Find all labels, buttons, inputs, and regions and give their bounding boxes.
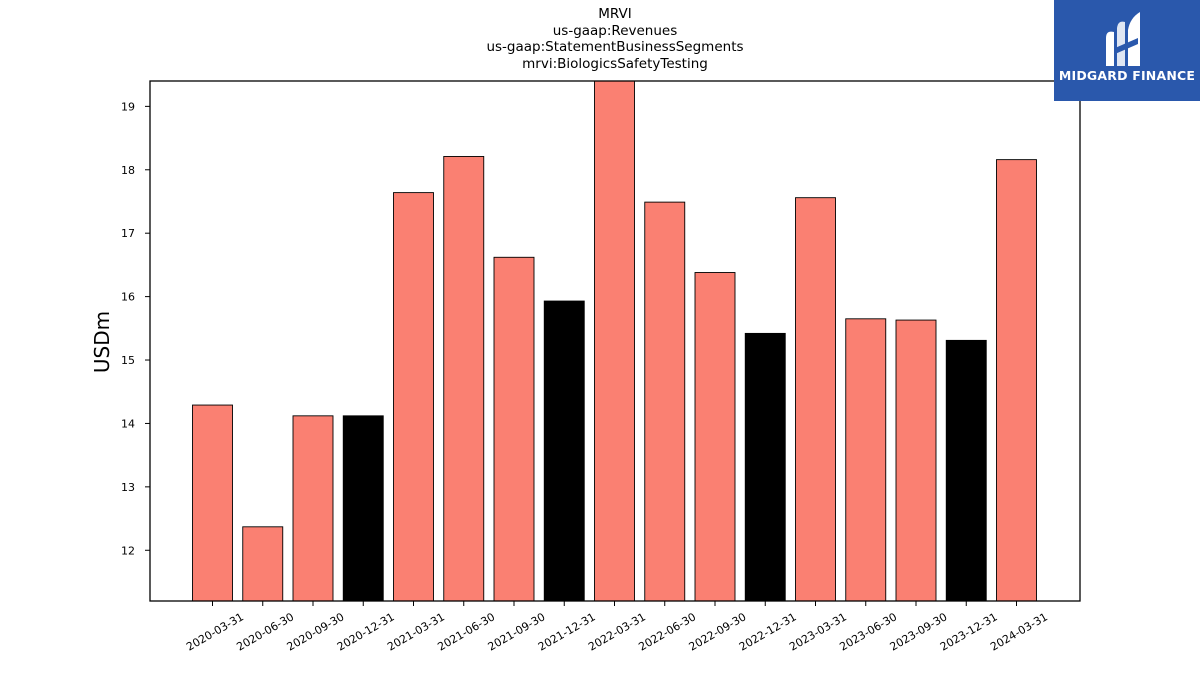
bar-2021-12-31 bbox=[543, 300, 585, 602]
bar-2023-09-30 bbox=[895, 319, 937, 602]
bar-2022-03-31 bbox=[594, 80, 635, 602]
chart-title-line: mrvi:BiologicsSafetyTesting bbox=[522, 55, 708, 72]
chart-title-line: us-gaap:StatementBusinessSegments bbox=[486, 39, 744, 55]
y-tick-label: 18 bbox=[121, 164, 135, 177]
bar-2021-03-31 bbox=[393, 192, 434, 602]
bar-2023-12-31 bbox=[945, 339, 987, 602]
bar-2022-06-30 bbox=[644, 201, 686, 602]
bar-2020-03-31 bbox=[192, 404, 233, 602]
bar-group bbox=[192, 80, 1037, 602]
bar-2020-12-31 bbox=[342, 415, 384, 602]
y-tick-label: 17 bbox=[121, 227, 135, 240]
bar-2022-09-30 bbox=[694, 272, 736, 602]
plot-frame bbox=[149, 80, 1081, 602]
bar-2021-09-30 bbox=[493, 256, 535, 602]
y-tick-label: 15 bbox=[121, 354, 135, 367]
y-tick-label: 16 bbox=[121, 291, 135, 304]
y-tick-label: 19 bbox=[121, 100, 135, 113]
logo-text: MIDGARD FINANCE bbox=[1058, 68, 1196, 83]
chart-title-line: us-gaap:Revenues bbox=[552, 22, 678, 39]
bar-2020-09-30 bbox=[292, 415, 334, 602]
bar-2020-06-30 bbox=[242, 526, 284, 602]
y-tick-label: 13 bbox=[121, 481, 135, 494]
bar-2022-12-31 bbox=[744, 332, 786, 602]
y-tick-label: 14 bbox=[121, 417, 135, 430]
bar-2023-06-30 bbox=[845, 318, 887, 602]
bar-2021-06-30 bbox=[443, 156, 485, 602]
y-axis: 12 13 14 15 16 17 18 19 bbox=[121, 100, 150, 557]
chart-title-line: MRVI bbox=[598, 6, 632, 22]
midgard-mh-icon bbox=[1106, 12, 1140, 67]
chart-title: MRVI us-gaap:Revenues us-gaap:StatementB… bbox=[0, 6, 1200, 72]
x-axis: 2020-03-312020-06-302020-09-302020-12-31… bbox=[184, 601, 1050, 654]
x-tick-label: 2024-03-31 bbox=[988, 610, 1050, 653]
y-tick-label: 12 bbox=[121, 544, 135, 557]
y-axis-title: USDm bbox=[90, 311, 114, 373]
bar-2024-03-31 bbox=[996, 159, 1037, 602]
bar-2023-03-31 bbox=[795, 197, 836, 602]
midgard-finance-logo: MIDGARD FINANCE bbox=[1054, 0, 1200, 101]
